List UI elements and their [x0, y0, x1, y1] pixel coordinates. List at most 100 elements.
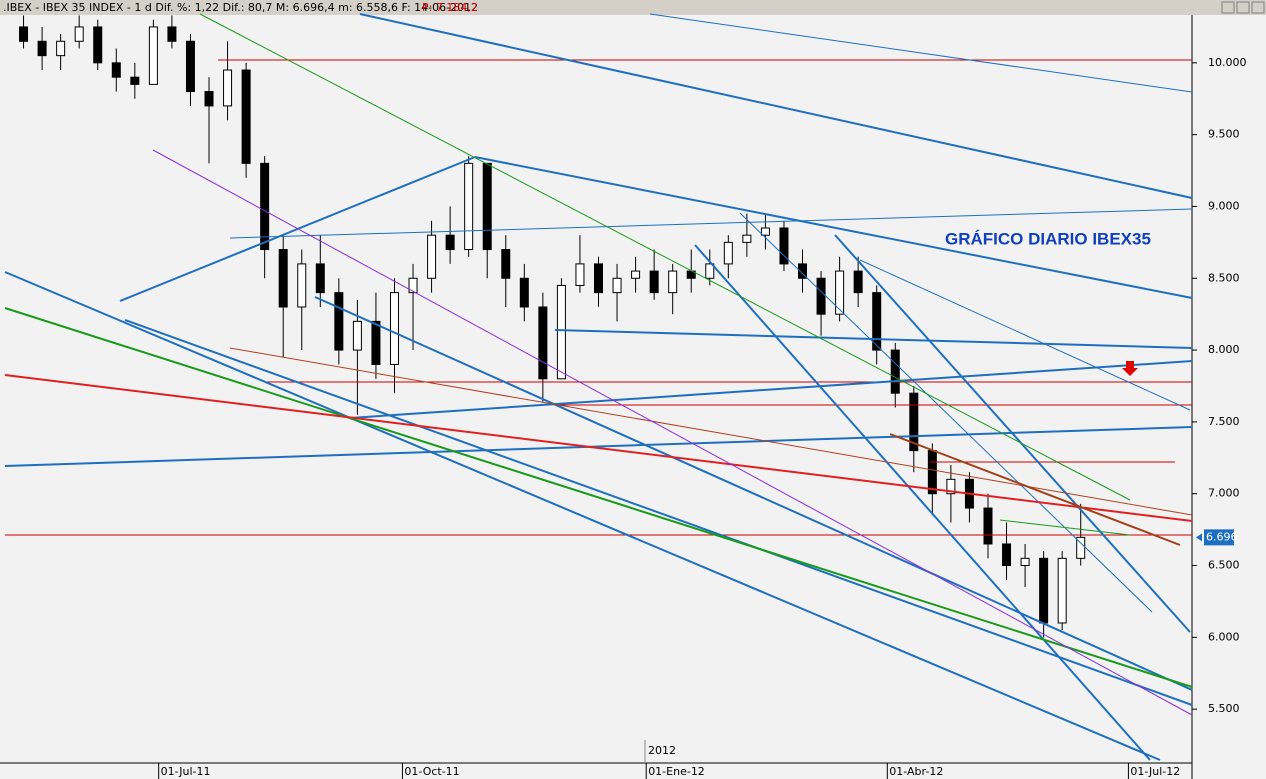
candle-body [482, 162, 492, 251]
red-trendline [4, 374, 1193, 522]
candle-body [631, 270, 641, 279]
x-tick-label: 01-Oct-11 [404, 765, 459, 778]
thin-green-trendline [199, 13, 1131, 501]
y-tick-label: 5.500 [1208, 702, 1240, 715]
candle-body [1057, 557, 1067, 624]
candle-body [1020, 557, 1030, 567]
candle-body [74, 26, 84, 42]
candle-body [37, 40, 47, 57]
blue-trendline [314, 296, 1193, 691]
candle-body [1039, 557, 1049, 624]
close-button[interactable] [1251, 1, 1265, 14]
thin-blue-trendline [859, 259, 1191, 411]
candle-body [19, 26, 29, 42]
candle-body [890, 349, 900, 394]
y-tick-label: 9.000 [1208, 199, 1240, 212]
candle-body [334, 292, 344, 351]
y-tick-label: 6.500 [1208, 559, 1240, 572]
candle-body [278, 249, 288, 308]
header-bar [0, 0, 1266, 15]
candle-body [427, 234, 437, 279]
y-tick-label: 8.500 [1208, 271, 1240, 284]
candle-body [260, 162, 270, 251]
candle-body [909, 392, 919, 452]
year-marker: 2012 [648, 744, 676, 757]
candle-body [575, 263, 585, 286]
candles [19, 15, 1086, 638]
purple-trendline [152, 149, 1193, 716]
candle-body [464, 162, 474, 251]
y-tick-label: 9.500 [1208, 128, 1240, 141]
candle-body [130, 76, 140, 85]
candle-body [983, 507, 993, 545]
last-price-pointer [1196, 533, 1202, 542]
candle-body [594, 263, 603, 294]
candle-body [223, 69, 233, 107]
candle-body [445, 234, 455, 251]
y-tick-label: 6.000 [1208, 630, 1240, 643]
candle-body [185, 40, 195, 93]
candle-body [927, 450, 937, 495]
candle-body [408, 277, 418, 294]
candle-body [779, 227, 789, 265]
blue-trendline [834, 234, 1191, 633]
candle-body [723, 241, 733, 265]
candle-body [501, 249, 511, 279]
candle-body [946, 478, 956, 495]
blue-trendline [349, 360, 1193, 419]
brown-trendline [889, 433, 1181, 546]
candle-body [56, 40, 66, 57]
y-tick-label: 7.500 [1208, 415, 1240, 428]
candle-body [1002, 543, 1012, 567]
candle-body [612, 277, 622, 294]
candle-body [816, 277, 826, 315]
green-trendline [4, 307, 1193, 688]
candle-body [315, 263, 325, 294]
header-price: P: 7.184,2 [422, 1, 478, 14]
minimize-button[interactable] [1221, 1, 1235, 14]
candle-body [148, 26, 158, 85]
candle-body [1076, 536, 1086, 559]
candle-body [538, 306, 548, 380]
blue-trendline [124, 319, 1193, 706]
candle-body [556, 284, 566, 380]
y-tick-label: 7.000 [1208, 487, 1240, 500]
thin-green-trendline [999, 519, 1131, 536]
candle-body [742, 234, 752, 243]
x-tick-label: 01-Ene-12 [648, 765, 705, 778]
candle-body [371, 320, 381, 365]
blue-trendline [554, 329, 1193, 349]
candle-body [111, 62, 121, 78]
candle-body [872, 292, 882, 351]
blue-trendline [359, 13, 1193, 199]
last-price-label: 6.696 [1206, 530, 1238, 543]
x-tick-label: 01-Jul-12 [1130, 765, 1180, 778]
blue-trendline [4, 271, 1161, 761]
window-buttons [1221, 1, 1265, 14]
y-tick-label: 10.000 [1208, 56, 1247, 69]
candle-body [352, 320, 362, 351]
candle-body [760, 227, 770, 236]
header-text: .IBEX - IBEX 35 INDEX - 1 d Dif. %: 1,22… [3, 1, 478, 14]
maximize-button[interactable] [1236, 1, 1250, 14]
candle-body [853, 270, 863, 294]
last-price-tag [1204, 529, 1234, 546]
chart-annotation: GRÁFICO DIARIO IBEX35 [945, 229, 1151, 248]
candle-body [241, 69, 251, 164]
blue-trendline [694, 244, 1151, 761]
blue-trendline [474, 156, 1193, 299]
y-tick-label: 8.000 [1208, 343, 1240, 356]
candle-body [519, 277, 529, 308]
candle-body [798, 263, 808, 279]
candle-body [297, 263, 307, 308]
candle-body [389, 292, 399, 365]
candle-body [705, 263, 715, 279]
candle-body [204, 91, 214, 107]
thin-blue-trendline [739, 212, 1153, 613]
candle-body [668, 270, 678, 294]
candle-body [93, 26, 103, 64]
thin-blue-trendline [229, 208, 1193, 239]
candle-body [835, 270, 845, 315]
